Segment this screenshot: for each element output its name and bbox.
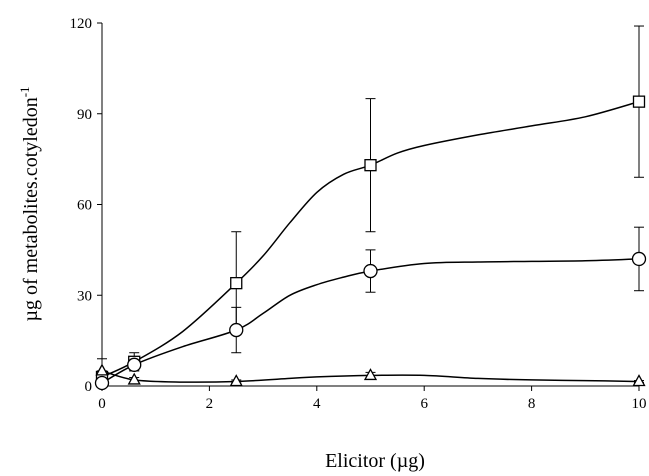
y-tick-label: 30 xyxy=(77,288,92,304)
data-point-triangle xyxy=(363,368,378,381)
y-axis-title: µg of metabolites.cotyledon-1 xyxy=(17,86,42,321)
y-axis-title-superscript: -1 xyxy=(17,86,32,97)
data-point-circle xyxy=(94,375,110,391)
x-tick-label: 0 xyxy=(98,396,106,412)
data-point-square xyxy=(364,159,377,172)
series-line-square xyxy=(101,100,640,378)
x-tick-label: 2 xyxy=(206,396,214,412)
data-point-circle xyxy=(363,263,378,279)
y-axis-title-base: µg of metabolites.cotyledon xyxy=(20,97,42,321)
x-tick-label: 8 xyxy=(528,396,536,412)
data-point-circle xyxy=(127,357,142,372)
data-point-triangle xyxy=(229,374,243,387)
data-point-square xyxy=(632,95,646,108)
x-tick-label: 10 xyxy=(632,396,647,412)
series-line-triangle xyxy=(101,370,640,383)
error-bars xyxy=(97,25,644,387)
x-axis-title: Elicitor (µg) xyxy=(325,450,425,472)
y-tick-label: 60 xyxy=(77,198,92,214)
data-point-circle xyxy=(631,251,647,267)
y-tick-label: 90 xyxy=(77,107,92,123)
y-tick-label: 120 xyxy=(70,16,93,32)
data-point-triangle xyxy=(95,363,109,376)
series-curves xyxy=(101,100,640,384)
series-line-circle xyxy=(101,258,640,384)
y-tick-label: 0 xyxy=(85,379,93,395)
series-markers xyxy=(94,95,647,391)
ticks: 0 2 4 6 8 10 0 30 60 90 120 xyxy=(70,16,647,412)
data-point-square xyxy=(230,276,243,290)
data-point-triangle xyxy=(127,372,141,385)
data-point-circle xyxy=(229,322,244,338)
x-tick-label: 6 xyxy=(420,396,428,412)
data-point-triangle xyxy=(632,374,646,387)
x-tick-label: 4 xyxy=(313,396,321,412)
